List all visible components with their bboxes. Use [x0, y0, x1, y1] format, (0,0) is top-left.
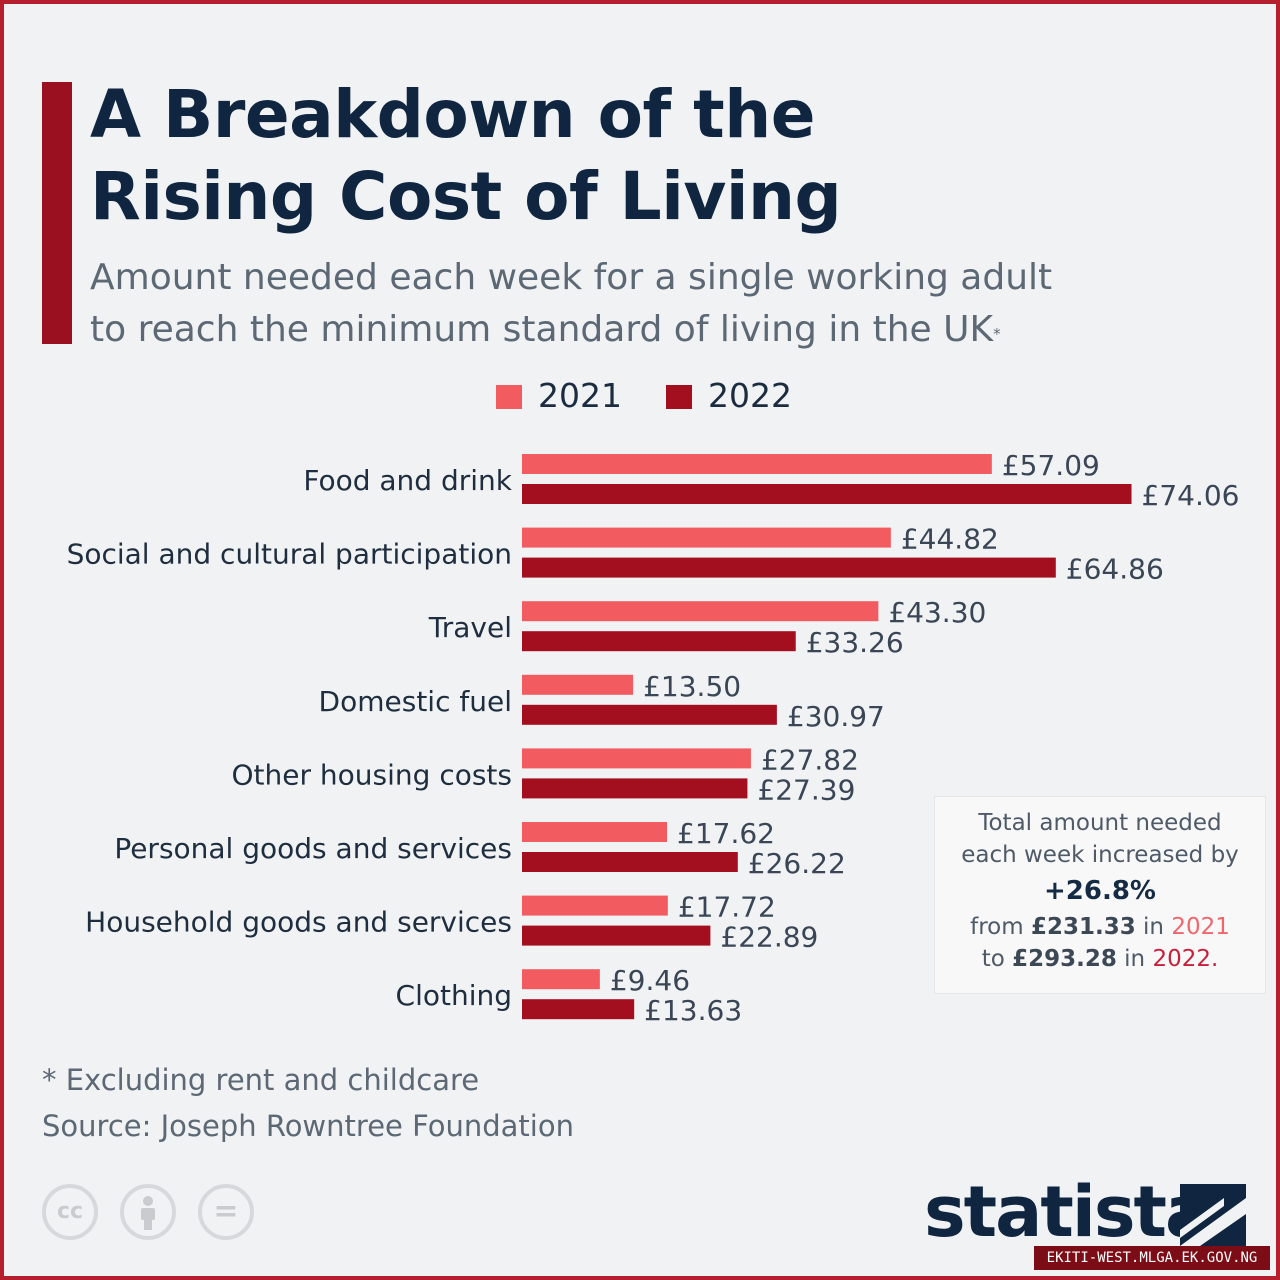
person-glyph	[141, 1196, 155, 1230]
bar-2021	[522, 969, 600, 990]
bar-2021	[522, 748, 751, 769]
subtitle-footnote-mark: *	[993, 325, 1001, 343]
data-label-2021: £9.46	[610, 964, 690, 997]
source-link[interactable]: Source: Joseph Rowntree Foundation	[42, 1109, 574, 1143]
data-label-2022: £64.86	[1066, 553, 1164, 586]
bar-2021	[522, 601, 879, 622]
bar-2021	[522, 895, 668, 916]
data-label-2022: £74.06	[1142, 479, 1240, 512]
data-label-2021: £17.62	[677, 817, 775, 850]
category-label: Social and cultural participation	[67, 538, 512, 571]
bar-2021	[522, 674, 634, 695]
bar-2022	[522, 778, 748, 799]
category-label: Personal goods and services	[114, 832, 512, 865]
data-label-2021: £43.30	[888, 596, 986, 629]
category-label: Clothing	[396, 979, 512, 1012]
summary-from-year: 2021	[1171, 914, 1230, 940]
summary-in-word-2: in	[1116, 946, 1153, 972]
subtitle-line-2: to reach the minimum standard of living …	[90, 309, 994, 350]
summary-from-value: £231.33	[1030, 914, 1136, 940]
data-label-2022: £33.26	[806, 626, 904, 659]
attribution-icon[interactable]	[120, 1184, 176, 1240]
data-label-2022: £22.89	[720, 921, 818, 954]
summary-to-year: 2022	[1152, 946, 1211, 972]
data-label-2021: £17.72	[678, 891, 776, 924]
summary-percentage: +26.8%	[1044, 876, 1156, 906]
data-label-2022: £13.63	[644, 994, 742, 1027]
title-line-2: Rising Cost of Living	[90, 158, 842, 235]
bar-2021	[522, 822, 668, 842]
bar-2022	[522, 852, 738, 872]
summary-line-2: each week increased by	[961, 842, 1239, 868]
legend-swatch-2021	[496, 385, 522, 409]
summary-in-word-1: in	[1135, 914, 1172, 940]
bar-2022	[522, 631, 796, 652]
legend-swatch-2022	[666, 385, 692, 409]
category-label: Other housing costs	[232, 758, 513, 791]
statista-logo-icon	[1180, 1184, 1246, 1246]
data-label-2021: £13.50	[643, 670, 741, 703]
bar-2022	[522, 999, 635, 1020]
summary-from-line: from £231.33 in 2021	[935, 911, 1265, 943]
summary-box: Total amount needed each week increased …	[934, 796, 1266, 994]
data-label-2021: £44.82	[901, 523, 999, 556]
summary-to-end: .	[1211, 946, 1219, 972]
title-accent-bar	[42, 82, 72, 344]
subtitle: Amount needed each week for a single wor…	[90, 252, 1210, 356]
legend-label-2021: 2021	[538, 376, 622, 415]
data-label-2021: £27.82	[761, 743, 859, 776]
summary-from-prefix: from	[970, 914, 1031, 940]
subtitle-line-1: Amount needed each week for a single wor…	[90, 257, 1053, 298]
category-label: Domestic fuel	[319, 685, 512, 718]
data-label-2022: £30.97	[787, 700, 885, 733]
summary-to-value: £293.28	[1012, 946, 1117, 972]
bar-chart: Food and drink £57.09 £74.06 Social and cul…	[67, 449, 1240, 1027]
bar-2021	[522, 454, 992, 474]
page-title: A Breakdown of the Rising Cost of Living	[90, 74, 990, 238]
bar-2022	[522, 557, 1056, 578]
bar-2022	[522, 704, 777, 725]
summary-to-line: to £293.28 in 2022.	[935, 943, 1265, 975]
no-derivatives-icon[interactable]: =	[198, 1184, 254, 1240]
category-label: Food and drink	[303, 464, 512, 497]
legend-label-2022: 2022	[708, 376, 792, 415]
data-label-2021: £57.09	[1002, 449, 1100, 482]
bar-2021	[522, 527, 891, 548]
category-label: Household goods and services	[85, 906, 512, 939]
bar-2022	[522, 925, 711, 946]
watermark-banner: EKITI-WEST.MLGA.EK.GOV.NG	[1034, 1246, 1270, 1270]
summary-to-prefix: to	[981, 946, 1013, 972]
data-label-2022: £27.39	[757, 773, 855, 806]
bar-2022	[522, 484, 1132, 504]
title-line-1: A Breakdown of the	[90, 76, 815, 153]
data-label-2022: £26.22	[748, 847, 846, 880]
statista-wordmark: statista	[924, 1171, 1212, 1253]
category-label: Travel	[428, 611, 512, 644]
footnote: * Excluding rent and childcare	[42, 1063, 480, 1097]
creative-commons-icon[interactable]: cc	[42, 1184, 98, 1240]
summary-line-1: Total amount needed	[978, 810, 1222, 836]
